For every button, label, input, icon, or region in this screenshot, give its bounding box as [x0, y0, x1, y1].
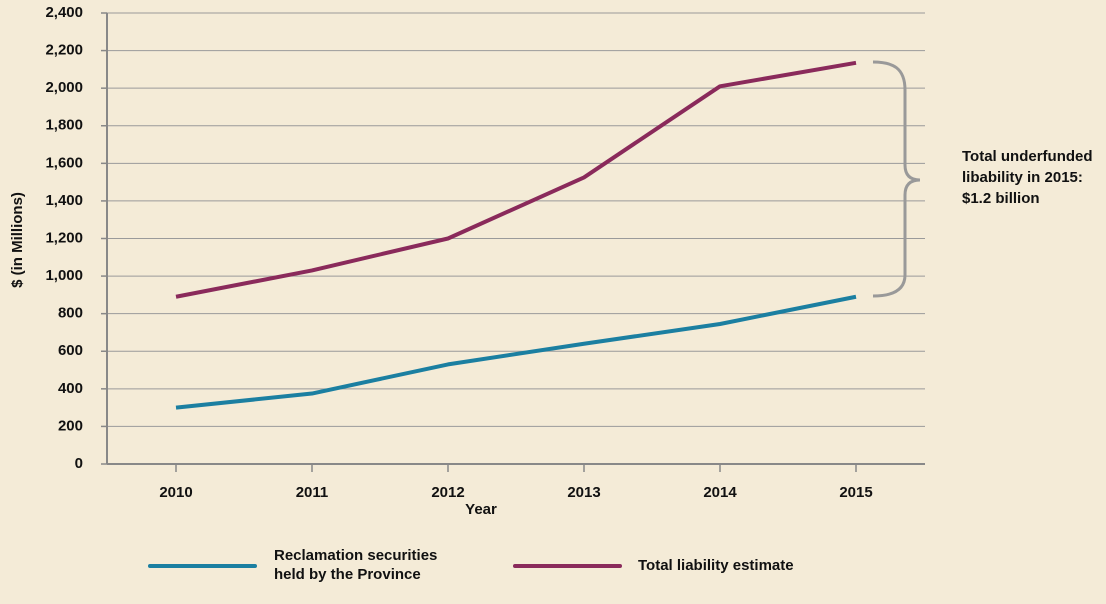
x-axis-label: Year [465, 501, 497, 518]
x-tick-label: 2010 [159, 484, 192, 501]
y-tick-label: 2,200 [45, 42, 83, 59]
x-tick-label: 2014 [703, 484, 737, 501]
y-tick-label: 600 [58, 342, 83, 359]
y-tick-label: 2,000 [45, 79, 83, 96]
y-tick-label: 1,200 [45, 229, 83, 246]
y-tick-label: 1,000 [45, 267, 83, 284]
annotation: Total underfunded [962, 148, 1093, 165]
annotation: libability in 2015: [962, 169, 1083, 186]
annotation: $1.2 billion [962, 190, 1040, 207]
legend-label: Total liability estimate [638, 557, 794, 574]
legend-label: Reclamation securities held by the Provi… [274, 547, 438, 583]
bracket [872, 60, 921, 298]
y-tick-label: 0 [75, 455, 83, 472]
line [175, 60, 857, 299]
y-tick-label: 400 [58, 380, 83, 397]
y-tick-label: 1,400 [45, 192, 83, 209]
x-tick-label: 2011 [296, 484, 329, 501]
y-tick-label: 1,800 [45, 117, 83, 134]
y-tick-label: 2,400 [45, 4, 83, 21]
y-tick-label: 800 [58, 305, 83, 322]
y-tick-label: 200 [58, 417, 83, 434]
x-tick-label: 2013 [567, 484, 600, 501]
x-tick-label: 2012 [431, 484, 464, 501]
x-tick-label: 2015 [839, 484, 872, 501]
y-tick-label: 1,600 [45, 154, 83, 171]
y-axis-label: $ (in Millions) [9, 192, 26, 288]
line [175, 294, 857, 410]
